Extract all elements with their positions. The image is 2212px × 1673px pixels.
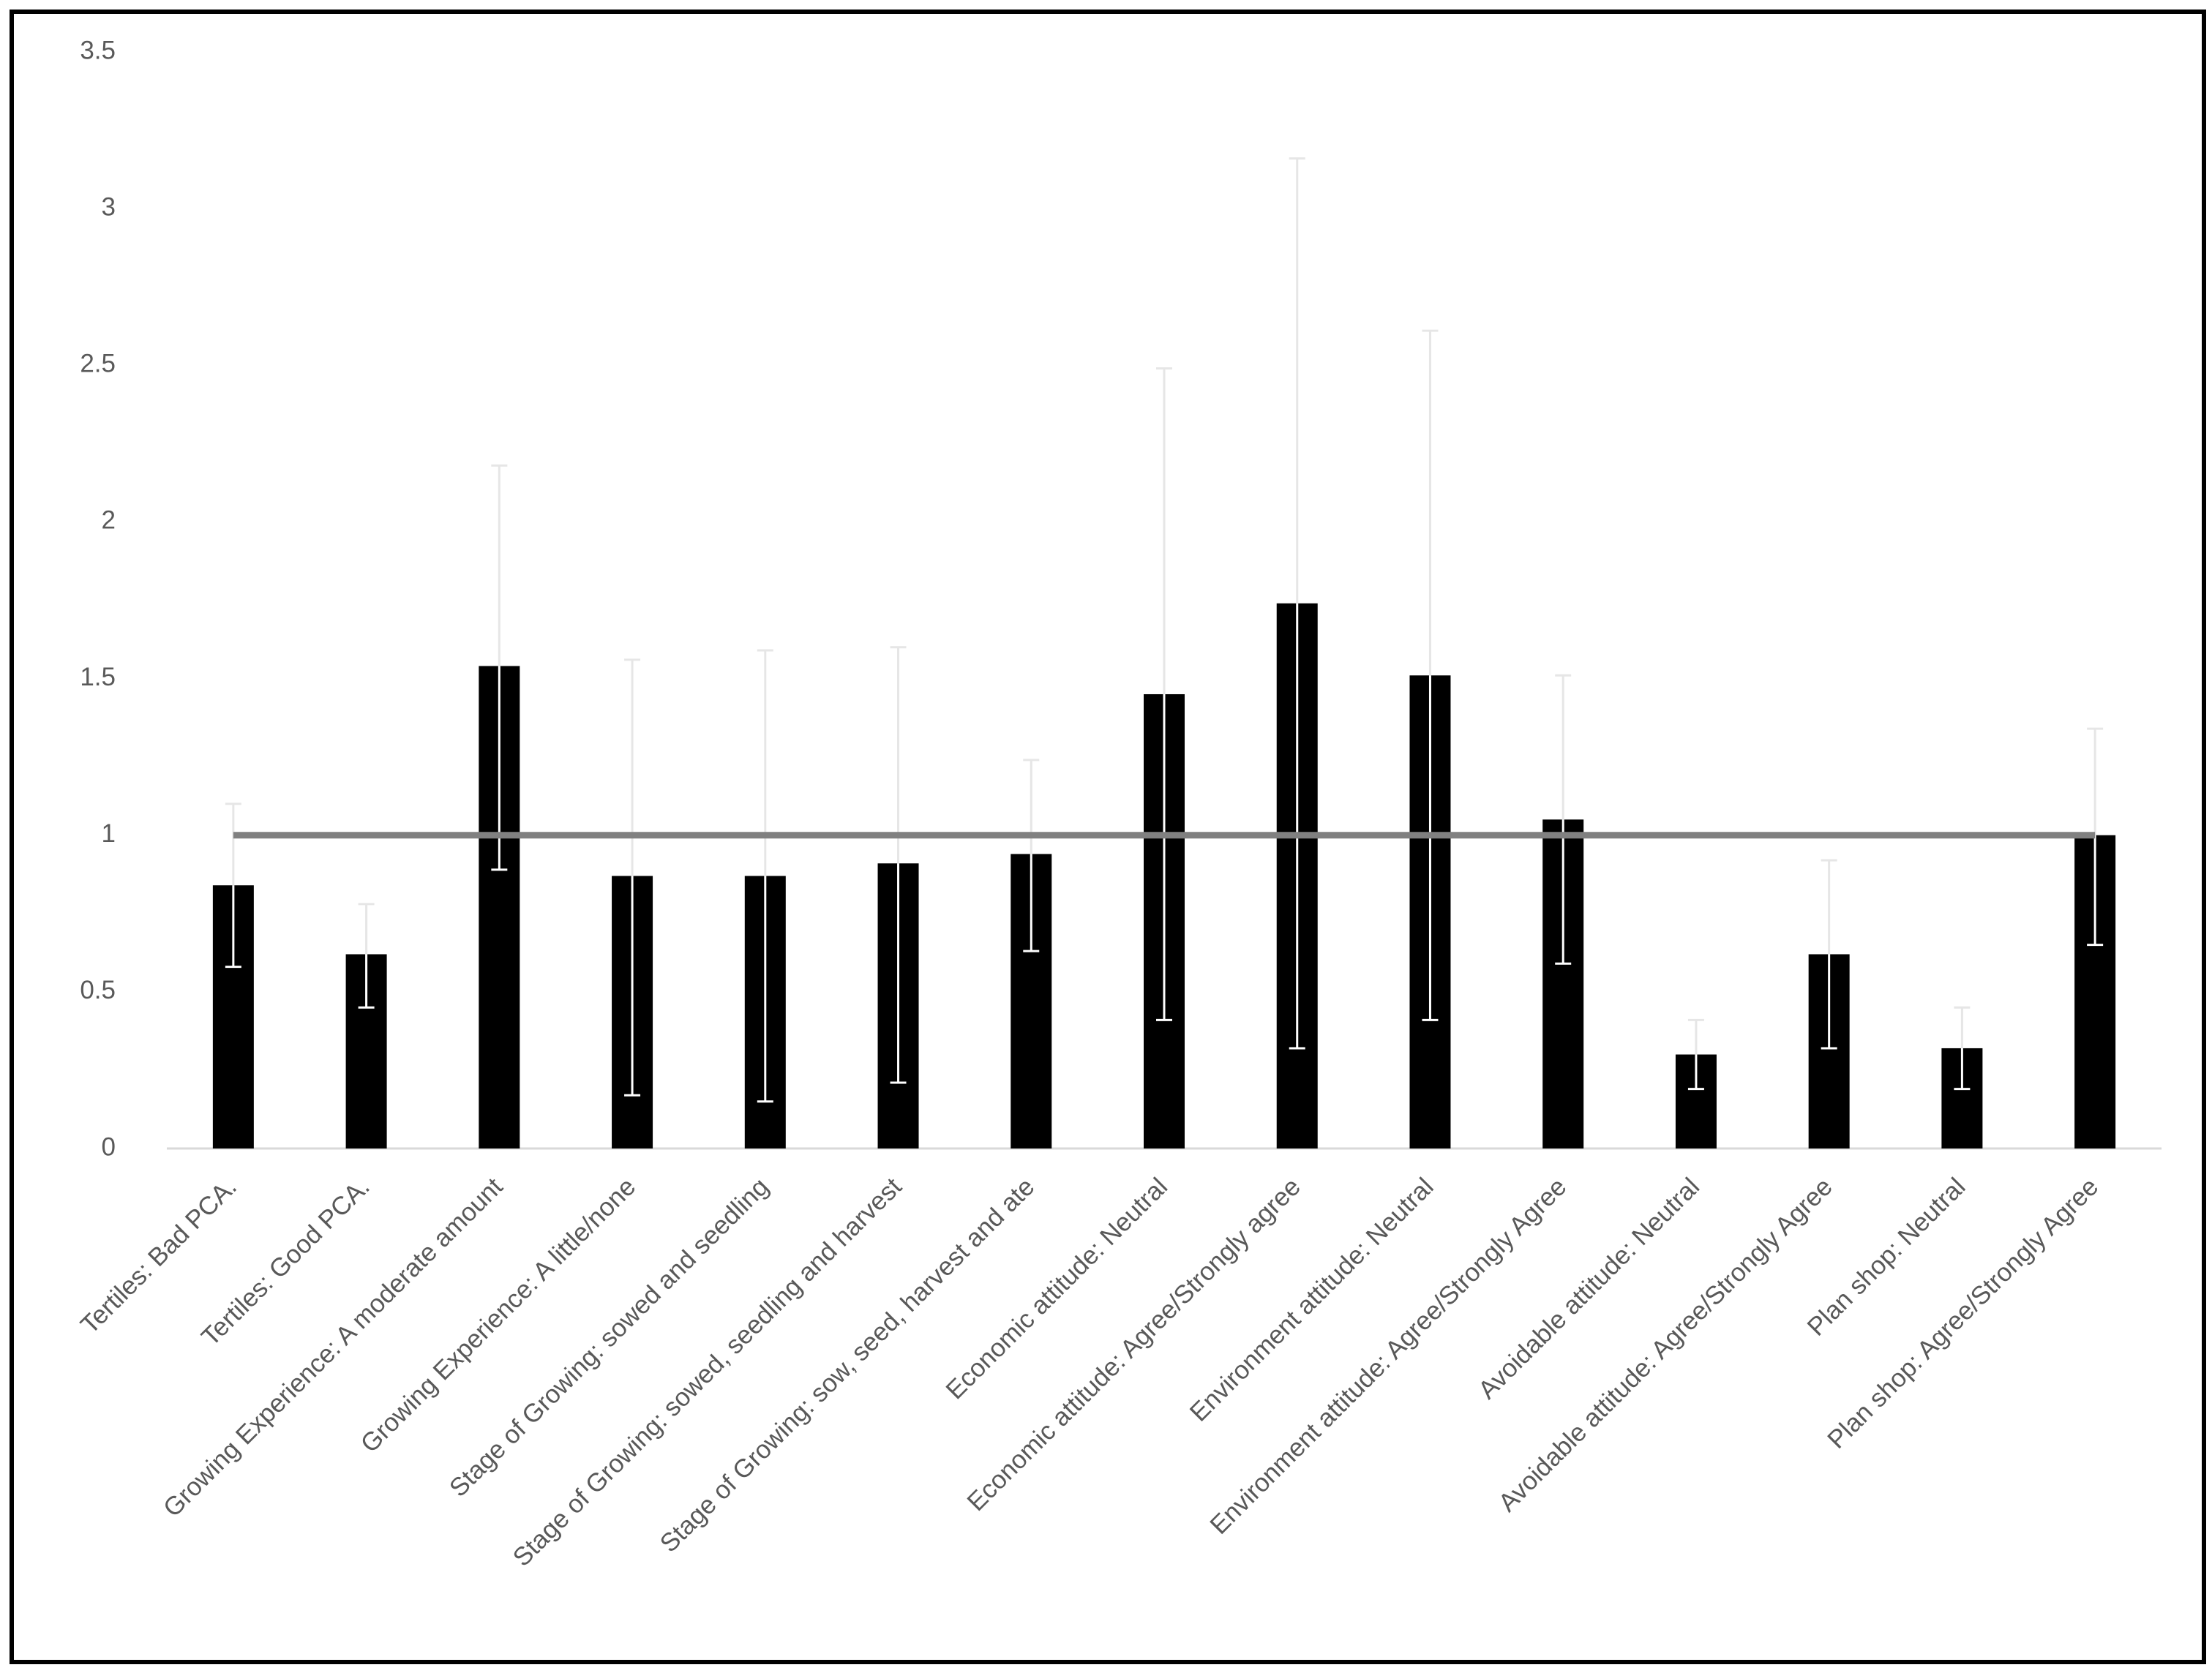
y-tick-label: 3.5	[80, 36, 116, 64]
y-tick-label: 3	[102, 192, 116, 221]
y-tick-label: 2.5	[80, 350, 116, 378]
y-tick-label: 0.5	[80, 976, 116, 1004]
y-tick-label: 1	[102, 819, 116, 848]
y-tick-label: 0	[102, 1132, 116, 1161]
y-tick-label: 2	[102, 506, 116, 535]
y-tick-label: 1.5	[80, 663, 116, 691]
